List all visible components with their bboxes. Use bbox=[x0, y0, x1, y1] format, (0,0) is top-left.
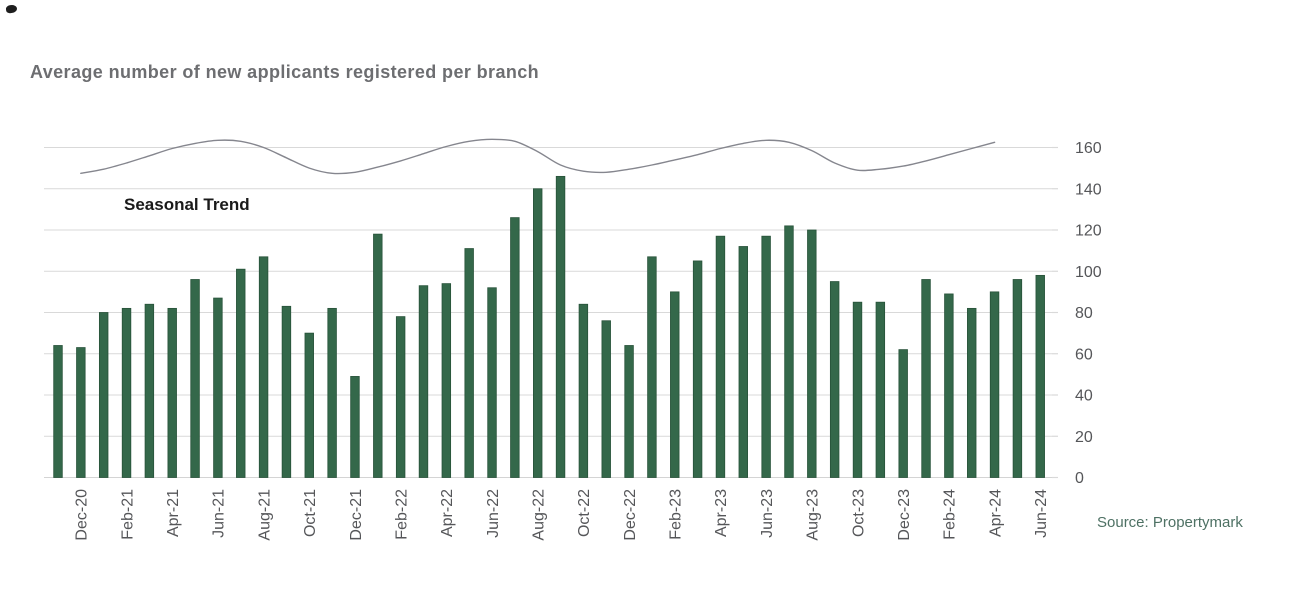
bar-Aug-21 bbox=[258, 256, 269, 478]
bar-Apr-22 bbox=[441, 283, 452, 478]
x-axis-label-Dec-20: Dec-20 bbox=[74, 489, 91, 541]
bar-Dec-23 bbox=[898, 349, 908, 478]
x-axis-label-Dec-23: Dec-23 bbox=[896, 489, 913, 541]
bar-Jun-21 bbox=[213, 297, 223, 478]
x-axis-label-Feb-22: Feb-22 bbox=[393, 489, 410, 540]
bar-Jul-22 bbox=[510, 217, 520, 478]
bar-Dec-21 bbox=[350, 376, 360, 478]
y-axis-label-140: 140 bbox=[1075, 181, 1102, 198]
bar-Apr-21 bbox=[167, 307, 177, 478]
source-note: Source: Propertymark bbox=[1097, 514, 1243, 531]
x-axis-label-Apr-21: Apr-21 bbox=[165, 489, 182, 537]
x-axis-label-Aug-23: Aug-23 bbox=[805, 489, 822, 541]
bar-Jun-22 bbox=[487, 287, 497, 478]
bar-Sep-22 bbox=[555, 175, 566, 478]
y-axis-label-20: 20 bbox=[1075, 429, 1093, 446]
bar-Oct-23 bbox=[852, 301, 863, 478]
x-axis-label-Jun-21: Jun-21 bbox=[211, 489, 228, 538]
bar-Jan-23 bbox=[647, 256, 657, 478]
bar-Apr-24 bbox=[989, 291, 1000, 478]
seasonal-trend-label: Seasonal Trend bbox=[124, 195, 250, 214]
y-axis-label-120: 120 bbox=[1075, 223, 1102, 240]
bar-Oct-21 bbox=[304, 332, 314, 478]
bar-Feb-21 bbox=[121, 307, 132, 478]
x-axis-label-Oct-21: Oct-21 bbox=[302, 489, 319, 537]
x-axis-label-Feb-24: Feb-24 bbox=[942, 489, 959, 540]
bar-Dec-20 bbox=[76, 347, 86, 478]
bar-Nov-23 bbox=[875, 301, 886, 478]
bar-May-23 bbox=[738, 246, 748, 478]
y-axis-label-100: 100 bbox=[1075, 264, 1102, 281]
bar-Nov-20 bbox=[53, 345, 63, 478]
bar-May-22 bbox=[464, 248, 474, 478]
bar-Jul-23 bbox=[784, 225, 794, 478]
bar-Feb-22 bbox=[395, 316, 406, 478]
seasonal-trend-line bbox=[80, 138, 996, 175]
bar-Nov-21 bbox=[327, 307, 337, 478]
chart-title: Average number of new applicants registe… bbox=[30, 62, 540, 82]
y-axis-label-80: 80 bbox=[1075, 305, 1093, 322]
bar-Feb-24 bbox=[944, 293, 954, 478]
x-axis-label-Jun-22: Jun-22 bbox=[485, 489, 502, 538]
x-axis-label-Apr-24: Apr-24 bbox=[987, 489, 1004, 537]
bar-May-21 bbox=[190, 279, 200, 478]
bar-Aug-23 bbox=[807, 229, 817, 478]
x-axis-label-Apr-23: Apr-23 bbox=[713, 489, 730, 537]
y-axis-label-160: 160 bbox=[1075, 140, 1102, 157]
bar-Nov-22 bbox=[601, 320, 611, 478]
bar-Jun-23 bbox=[761, 235, 771, 478]
bar-Jan-24 bbox=[921, 279, 931, 478]
x-axis-label-Dec-22: Dec-22 bbox=[622, 489, 639, 541]
bar-Aug-22 bbox=[533, 188, 543, 478]
bar-Jun-24 bbox=[1035, 274, 1045, 478]
y-axis-label-40: 40 bbox=[1075, 388, 1093, 405]
x-axis-label-Jun-24: Jun-24 bbox=[1033, 489, 1050, 538]
bar-Sep-21 bbox=[281, 305, 292, 478]
x-axis-label-Feb-21: Feb-21 bbox=[119, 489, 136, 540]
bar-Jul-21 bbox=[236, 268, 246, 478]
bar-Jan-22 bbox=[373, 233, 383, 478]
bar-Mar-23 bbox=[692, 260, 703, 478]
bar-Mar-24 bbox=[967, 307, 977, 478]
x-axis-label-Oct-22: Oct-22 bbox=[576, 489, 593, 537]
bar-Oct-22 bbox=[578, 303, 589, 478]
bar-Feb-23 bbox=[670, 291, 680, 478]
x-axis-label-Oct-23: Oct-23 bbox=[850, 489, 867, 537]
bar-Sep-23 bbox=[829, 281, 840, 478]
bar-Mar-21 bbox=[144, 303, 155, 478]
x-axis-label-Jun-23: Jun-23 bbox=[759, 489, 776, 538]
x-axis-label-Feb-23: Feb-23 bbox=[668, 489, 685, 540]
bar-Jan-21 bbox=[98, 312, 109, 478]
x-axis-label-Aug-21: Aug-21 bbox=[256, 489, 273, 541]
x-axis-label-Aug-22: Aug-22 bbox=[531, 489, 548, 541]
x-axis-label-Dec-21: Dec-21 bbox=[348, 489, 365, 541]
y-axis-label-0: 0 bbox=[1075, 470, 1084, 487]
x-axis-label-Apr-22: Apr-22 bbox=[439, 489, 456, 537]
y-axis-label-60: 60 bbox=[1075, 346, 1093, 363]
bar-Dec-22 bbox=[624, 345, 634, 478]
bar-May-24 bbox=[1012, 279, 1023, 478]
bar-Apr-23 bbox=[715, 235, 726, 478]
bar-Mar-22 bbox=[418, 285, 429, 478]
